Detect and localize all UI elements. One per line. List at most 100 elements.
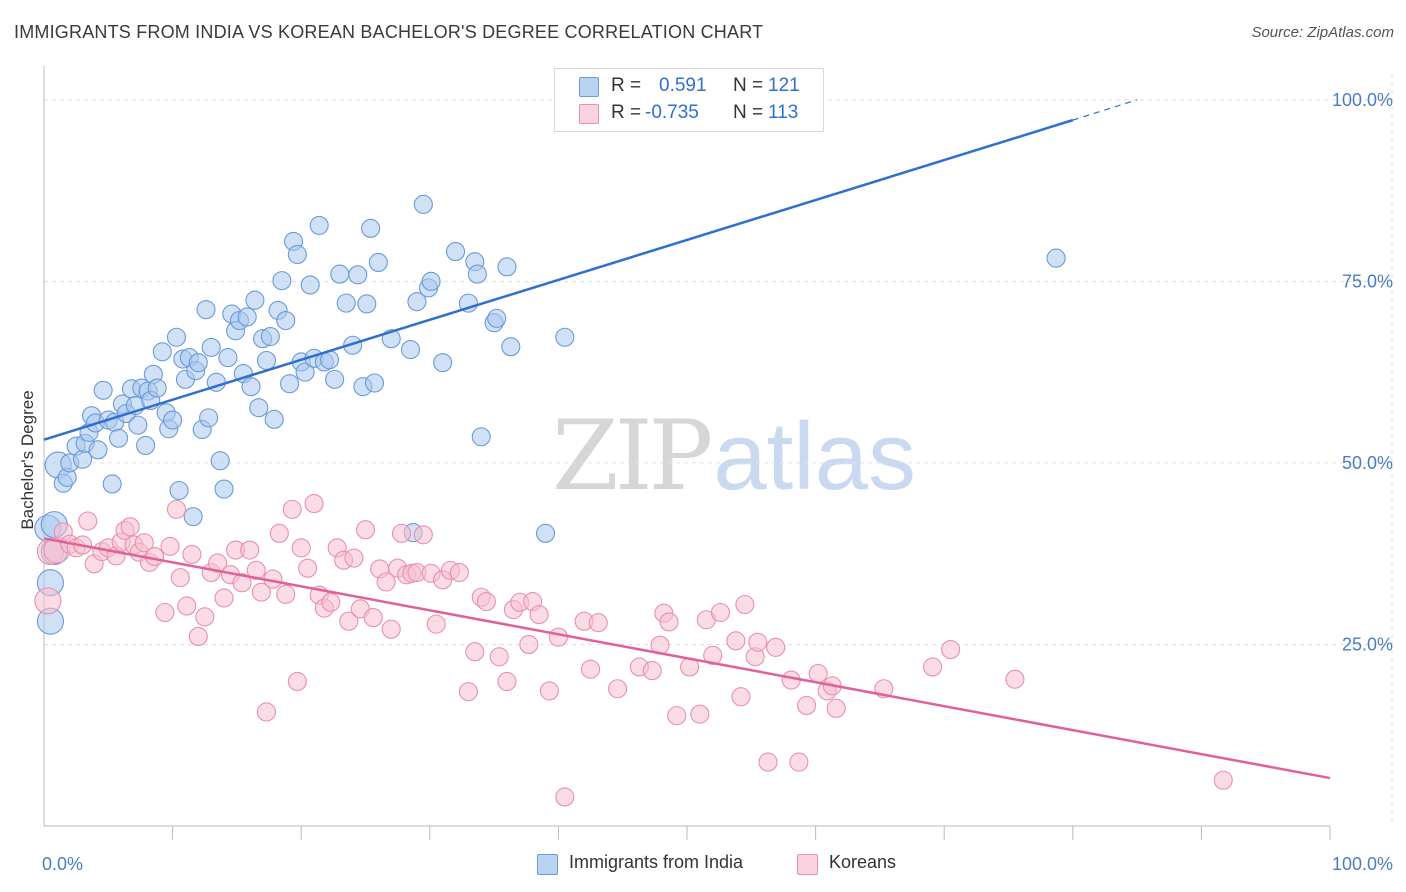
korean-point-73	[476, 592, 496, 612]
korean-legend-swatch	[797, 854, 818, 875]
watermark-atlas: atlas	[713, 403, 916, 510]
korean-point-17	[134, 533, 154, 553]
india-point-86	[368, 252, 388, 273]
korean-point-117	[1213, 770, 1233, 790]
india-point-43	[188, 353, 208, 373]
tick-labels: 25.0% 50.0% 75.0% 100.0% 0.0% 100.0%	[42, 90, 1393, 874]
korean-point-0	[34, 587, 62, 615]
india-point-98	[467, 264, 487, 284]
korean-point-51	[339, 611, 359, 631]
india-point-101	[487, 308, 507, 328]
korean-point-114	[923, 657, 943, 677]
correlation-legend: R = 0.591 N = 121 R = -0.735 N = 113	[554, 68, 824, 132]
india-point-50	[214, 479, 234, 499]
india-point-83	[357, 294, 377, 314]
korean-point-71	[465, 642, 485, 662]
korean-point-24	[177, 596, 197, 616]
india-point-71	[295, 362, 315, 382]
india-point-85	[364, 373, 385, 393]
korean-point-93	[667, 706, 687, 726]
india-swatch	[579, 77, 599, 97]
india-point-103	[501, 337, 521, 357]
korean-point-48	[321, 592, 341, 612]
korean-point-103	[748, 632, 768, 652]
india-point-62	[260, 326, 280, 347]
korean-points-layer	[34, 494, 1233, 807]
trend-lines	[43, 99, 1331, 780]
india-point-105	[555, 327, 575, 347]
india-n-value: 121	[768, 75, 800, 96]
india-point-37	[169, 480, 189, 501]
india-point-10	[73, 449, 93, 469]
legend-row-india: R = 0.591 N = 121	[555, 75, 823, 99]
india-point-57	[241, 377, 261, 397]
india-trend-line	[43, 118, 1074, 441]
korean-point-116	[1005, 669, 1025, 689]
india-point-45	[196, 300, 216, 320]
korean-point-22	[166, 499, 187, 519]
korean-point-86	[588, 613, 608, 633]
korean-point-74	[489, 647, 509, 667]
korean-point-34	[240, 540, 260, 560]
india-point-102	[497, 257, 517, 277]
india-point-65	[272, 271, 292, 291]
india-legend-swatch	[537, 854, 558, 875]
korean-point-115	[941, 639, 961, 660]
korean-point-109	[808, 663, 828, 684]
india-point-69	[287, 244, 307, 265]
india-point-16	[93, 380, 113, 400]
korean-point-23	[170, 568, 190, 588]
india-point-51	[218, 348, 238, 368]
korean-point-85	[580, 659, 601, 679]
korean-point-66	[426, 614, 446, 634]
india-point-104	[535, 523, 556, 543]
korean-point-39	[269, 523, 289, 543]
axes	[43, 66, 1331, 840]
korean-point-81	[539, 681, 559, 701]
india-points-layer	[34, 194, 1066, 635]
korean-point-82	[548, 627, 568, 647]
korean-point-54	[355, 520, 376, 540]
india-point-99	[471, 427, 491, 447]
korean-legend-label: Koreans	[829, 852, 897, 872]
korean-trend-line	[43, 537, 1331, 780]
india-point-49	[210, 451, 230, 471]
korean-point-14	[120, 517, 140, 537]
legend-row-korean: R = -0.735 N = 113	[555, 102, 823, 126]
india-point-47	[201, 337, 221, 357]
india-point-94	[433, 353, 453, 373]
korean-point-95	[690, 704, 710, 724]
korean-point-27	[195, 607, 215, 627]
india-point-18	[102, 474, 122, 494]
india-point-81	[348, 265, 368, 285]
india-n-label: N =	[733, 75, 764, 96]
india-r-value: 0.591	[659, 75, 707, 96]
series-legend: Immigrants from India Koreans	[0, 852, 1406, 878]
india-point-67	[280, 374, 300, 394]
y-tick-label-100: 100.0%	[1332, 90, 1393, 110]
watermark-zip: ZIP	[552, 400, 713, 512]
korean-point-20	[155, 602, 175, 623]
korean-n-value: 113	[768, 102, 799, 123]
korean-point-89	[642, 661, 662, 681]
india-point-59	[249, 398, 269, 418]
korean-point-29	[208, 553, 228, 573]
korean-point-40	[276, 584, 296, 604]
korean-point-25	[182, 544, 202, 564]
korean-r-label: R =	[611, 102, 642, 123]
korean-point-108	[797, 695, 817, 715]
india-point-61	[256, 350, 277, 371]
korean-point-52	[344, 548, 364, 568]
korean-n-label: N =	[733, 102, 764, 123]
korean-point-30	[214, 588, 234, 608]
india-point-63	[264, 409, 284, 429]
korean-point-41	[282, 499, 302, 519]
india-point-27	[136, 435, 156, 456]
watermark: ZIPatlas	[552, 400, 916, 512]
korean-point-92	[659, 612, 679, 632]
korean-point-112	[826, 698, 846, 718]
india-point-90	[407, 292, 427, 312]
korean-point-100	[731, 687, 751, 707]
korean-point-7	[78, 511, 98, 531]
korean-point-45	[304, 494, 324, 514]
